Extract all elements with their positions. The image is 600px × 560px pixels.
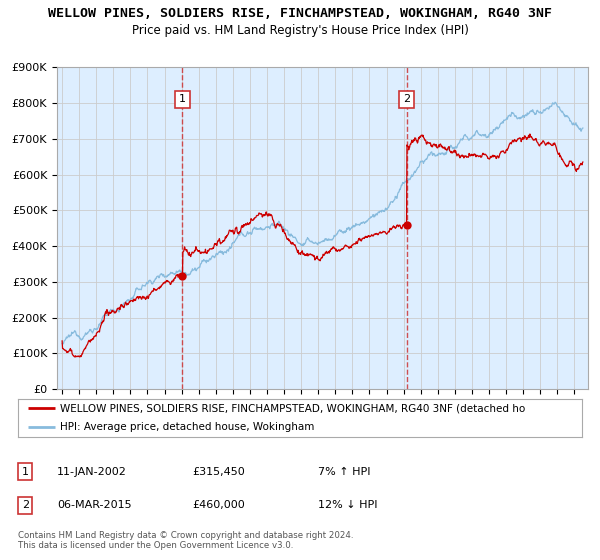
Text: WELLOW PINES, SOLDIERS RISE, FINCHAMPSTEAD, WOKINGHAM, RG40 3NF: WELLOW PINES, SOLDIERS RISE, FINCHAMPSTE… bbox=[48, 7, 552, 20]
Text: 1: 1 bbox=[179, 95, 185, 104]
Text: 12% ↓ HPI: 12% ↓ HPI bbox=[318, 500, 377, 510]
Text: 2: 2 bbox=[22, 500, 29, 510]
Text: 2: 2 bbox=[403, 95, 410, 104]
Text: WELLOW PINES, SOLDIERS RISE, FINCHAMPSTEAD, WOKINGHAM, RG40 3NF (detached ho: WELLOW PINES, SOLDIERS RISE, FINCHAMPSTE… bbox=[60, 403, 526, 413]
Text: 11-JAN-2002: 11-JAN-2002 bbox=[57, 466, 127, 477]
Text: Price paid vs. HM Land Registry's House Price Index (HPI): Price paid vs. HM Land Registry's House … bbox=[131, 24, 469, 36]
Text: 7% ↑ HPI: 7% ↑ HPI bbox=[318, 466, 371, 477]
Text: £460,000: £460,000 bbox=[192, 500, 245, 510]
Text: Contains HM Land Registry data © Crown copyright and database right 2024.
This d: Contains HM Land Registry data © Crown c… bbox=[18, 531, 353, 550]
Text: HPI: Average price, detached house, Wokingham: HPI: Average price, detached house, Woki… bbox=[60, 422, 314, 432]
Text: £315,450: £315,450 bbox=[192, 466, 245, 477]
Text: 1: 1 bbox=[22, 466, 29, 477]
Text: 06-MAR-2015: 06-MAR-2015 bbox=[57, 500, 131, 510]
